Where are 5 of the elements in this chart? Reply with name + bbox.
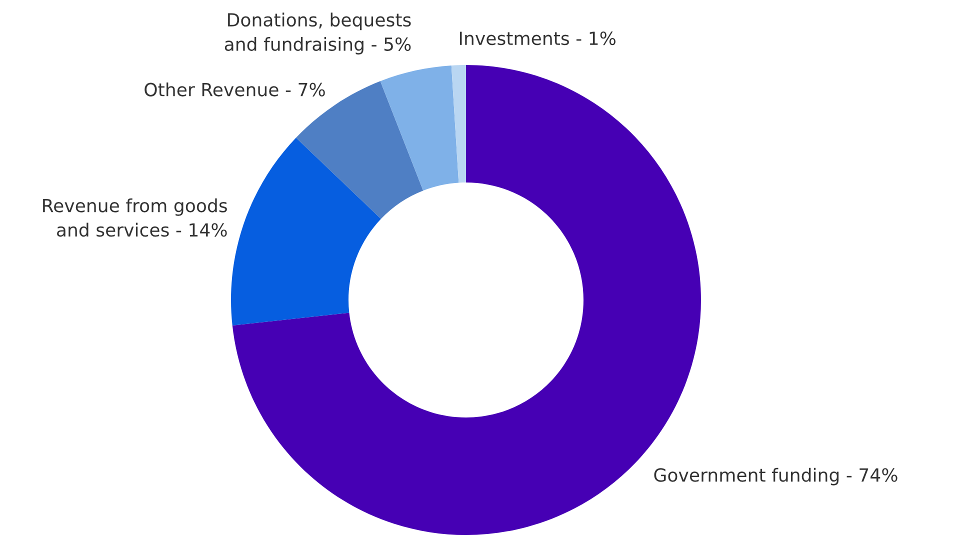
slice-label: Donations, bequests and fundraising - 5% xyxy=(224,12,411,54)
slice-label: Government funding - 74% xyxy=(654,468,898,486)
slice-label: Revenue from goods and services - 14% xyxy=(43,198,227,237)
slice-label: Investments - 1% xyxy=(460,32,616,46)
slice-label: Other Revenue - 7% xyxy=(144,82,325,96)
